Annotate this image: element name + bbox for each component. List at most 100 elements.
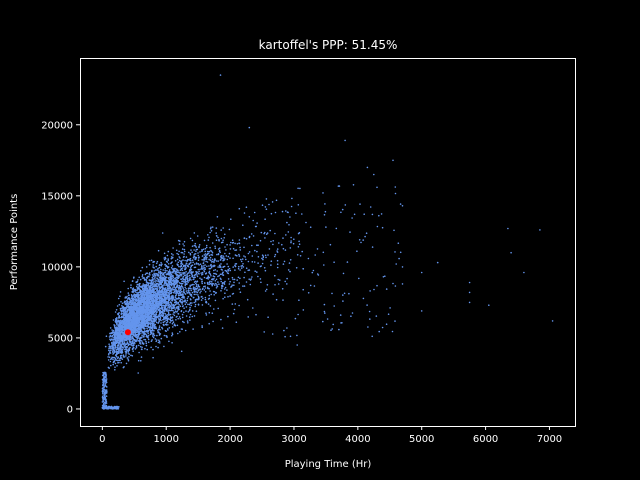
data-point [224, 280, 226, 283]
data-point [229, 280, 231, 283]
data-point [135, 285, 138, 288]
data-point [142, 327, 145, 330]
data-point [172, 321, 175, 323]
data-point [154, 319, 157, 321]
data-point [112, 349, 114, 351]
data-point [237, 267, 240, 270]
data-point [139, 345, 142, 348]
data-point [120, 361, 122, 364]
data-point [264, 206, 267, 208]
data-point [125, 318, 127, 321]
data-point [204, 250, 206, 253]
data-point [130, 332, 133, 334]
data-point [180, 251, 183, 254]
data-point [125, 346, 128, 348]
data-point [209, 227, 212, 230]
data-point [162, 309, 165, 312]
data-point [194, 276, 196, 279]
data-point [114, 344, 117, 347]
data-point [182, 259, 184, 261]
data-point [115, 327, 118, 330]
data-point [153, 285, 156, 288]
data-point [149, 316, 151, 319]
data-point [185, 290, 188, 292]
data-point [170, 266, 173, 269]
data-point [180, 273, 182, 276]
data-point [204, 255, 207, 257]
data-point [206, 277, 209, 280]
data-point [153, 308, 156, 311]
data-point [149, 288, 152, 291]
data-point [128, 317, 130, 320]
data-point [242, 263, 244, 265]
data-point [136, 333, 138, 336]
data-point [243, 237, 246, 239]
data-point [155, 306, 158, 308]
data-point [166, 319, 169, 322]
data-point [213, 261, 215, 264]
data-point [211, 226, 214, 228]
data-point [138, 295, 140, 297]
data-point [107, 359, 110, 361]
data-point [175, 290, 178, 293]
data-point [215, 227, 218, 229]
data-point [140, 304, 143, 306]
data-point [127, 326, 130, 328]
data-point [145, 342, 148, 345]
data-point [209, 246, 211, 249]
data-point [261, 257, 263, 260]
data-point [210, 226, 212, 229]
data-point [211, 312, 214, 315]
data-point [167, 263, 170, 265]
data-point [149, 322, 152, 324]
data-point [169, 288, 171, 290]
data-point [189, 302, 192, 304]
data-point [180, 264, 183, 267]
data-point [176, 283, 178, 285]
data-point [145, 344, 148, 347]
data-point [293, 238, 295, 240]
data-point [111, 331, 114, 333]
data-point [152, 260, 155, 263]
data-point [192, 288, 195, 290]
data-point [221, 273, 223, 276]
data-point [186, 292, 189, 294]
data-point [185, 301, 188, 304]
data-point [276, 266, 279, 269]
data-point [156, 282, 159, 285]
data-point [131, 341, 134, 343]
data-point [229, 244, 231, 246]
data-point [190, 272, 193, 274]
data-point [135, 299, 138, 301]
data-point [161, 308, 163, 311]
data-point [159, 342, 161, 344]
data-point [124, 346, 126, 349]
data-point [219, 273, 222, 276]
data-point [114, 337, 116, 339]
data-point [181, 291, 183, 293]
data-point [172, 313, 174, 315]
data-point [177, 239, 180, 242]
data-point [124, 326, 126, 329]
data-point [114, 358, 117, 360]
data-point [165, 335, 167, 337]
data-point [146, 327, 148, 330]
data-point [183, 288, 185, 291]
data-point [144, 306, 146, 309]
data-point [277, 278, 280, 281]
data-point [165, 284, 167, 287]
data-point [145, 299, 148, 302]
data-point [201, 295, 203, 298]
data-point [265, 288, 268, 291]
data-point [122, 354, 125, 357]
data-point [233, 284, 235, 287]
data-point [166, 267, 169, 269]
data-point [109, 352, 112, 354]
data-point [162, 273, 165, 276]
data-point [240, 260, 243, 263]
data-point [274, 284, 276, 286]
data-point [130, 284, 132, 286]
data-point [180, 267, 183, 270]
data-point [179, 331, 181, 333]
data-point [214, 280, 217, 282]
